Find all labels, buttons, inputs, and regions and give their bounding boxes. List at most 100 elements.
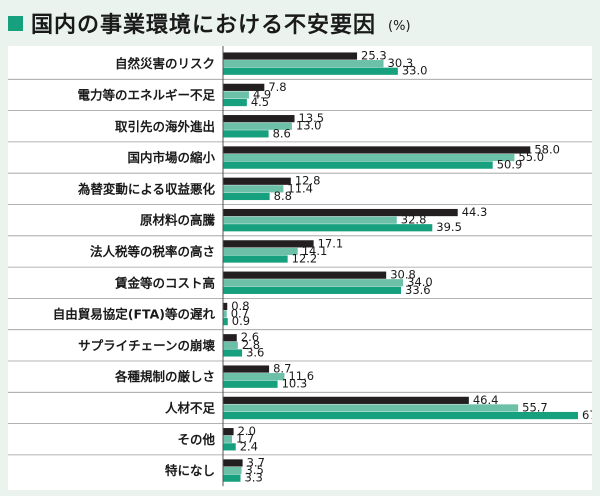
category-label: 国内市場の縮小 bbox=[127, 150, 215, 165]
value-label: 2.0 bbox=[238, 424, 256, 438]
value-label: 3.3 bbox=[244, 471, 262, 485]
bar-series-2 bbox=[223, 247, 298, 256]
value-label: 8.8 bbox=[274, 189, 292, 203]
bar-series-2 bbox=[223, 91, 249, 99]
bar-chart: 自然災害のリスク 25.330.333.0 電力等のエネルギー不足 7.84.94.5… bbox=[8, 46, 592, 487]
value-label: 2.8 bbox=[242, 338, 260, 352]
bar-series-1 bbox=[223, 302, 228, 311]
category-label: 法人税等の税率の高さ bbox=[90, 244, 215, 259]
bar-series-1 bbox=[223, 52, 358, 60]
bar-series-3 bbox=[223, 318, 228, 326]
category-label: 特になし bbox=[165, 463, 215, 478]
value-label: 4.5 bbox=[251, 95, 269, 109]
bar-series-3 bbox=[223, 67, 398, 75]
value-label: 14.1 bbox=[302, 244, 328, 258]
value-label: 0.8 bbox=[231, 299, 249, 313]
bar-series-3 bbox=[223, 255, 288, 263]
bar-series-2 bbox=[223, 404, 519, 412]
value-label: 30.3 bbox=[388, 56, 414, 70]
category-label: 取引先の海外進出 bbox=[115, 119, 215, 134]
bar-series-2 bbox=[223, 341, 238, 349]
bar-series-2 bbox=[223, 60, 384, 68]
bar-series-2 bbox=[223, 466, 242, 475]
value-label: 50.9 bbox=[497, 158, 523, 172]
value-label: 3.6 bbox=[246, 345, 264, 359]
value-label: 2.4 bbox=[240, 439, 258, 453]
bar-series-2 bbox=[223, 435, 233, 443]
bar-series-2 bbox=[223, 373, 285, 381]
bar-series-3 bbox=[223, 380, 278, 388]
value-label: 4.9 bbox=[253, 87, 271, 101]
bar-series-1 bbox=[223, 271, 387, 279]
bar-series-3 bbox=[223, 286, 402, 294]
category-label: その他 bbox=[177, 432, 215, 447]
bar-series-3 bbox=[223, 474, 241, 482]
category-label: 自由貿易協定(FTA)等の遅れ bbox=[53, 307, 216, 322]
category-label: 原材料の高騰 bbox=[140, 213, 216, 228]
value-label: 32.8 bbox=[401, 213, 427, 227]
value-label: 11.4 bbox=[287, 181, 313, 195]
bar-series-3 bbox=[223, 98, 247, 107]
category-label: 賃金等のコスト高 bbox=[114, 275, 215, 290]
bar-series-1 bbox=[223, 115, 295, 123]
value-label: 17.1 bbox=[318, 236, 344, 250]
value-label: 33.0 bbox=[402, 64, 428, 78]
value-label: 13.0 bbox=[296, 119, 322, 133]
bar-series-3 bbox=[223, 192, 270, 201]
category-label: 電力等のエネルギー不足 bbox=[77, 87, 215, 102]
category-label: 各種規制の厳しさ bbox=[114, 369, 215, 384]
bar-series-2 bbox=[223, 310, 227, 318]
bar-series-3 bbox=[223, 411, 578, 420]
value-label: 11.6 bbox=[288, 369, 314, 383]
bar-series-1 bbox=[223, 146, 531, 154]
value-label: 67.0 bbox=[582, 408, 592, 422]
chart-unit: (%) bbox=[388, 18, 411, 34]
value-label: 0.7 bbox=[231, 306, 249, 320]
title-marker-square bbox=[8, 15, 23, 31]
bar-series-1 bbox=[223, 177, 291, 185]
value-label: 2.6 bbox=[241, 330, 259, 344]
value-label: 33.6 bbox=[405, 283, 431, 297]
category-label: サプライチェーンの崩壊 bbox=[78, 338, 215, 353]
value-label: 44.3 bbox=[462, 205, 488, 219]
value-label: 39.5 bbox=[436, 220, 462, 234]
chart-panel: 自然災害のリスク 25.3 30.3 33.0 電力等のエネルギー不足 7.8 4.9 4.5… bbox=[8, 46, 592, 490]
bar-series-1 bbox=[223, 428, 234, 436]
category-label: 人材不足 bbox=[165, 400, 216, 415]
value-label: 55.7 bbox=[522, 400, 548, 414]
bar-series-2 bbox=[223, 153, 515, 162]
bar-series-1 bbox=[223, 365, 270, 373]
value-label: 3.5 bbox=[246, 463, 264, 477]
chart-title: 国内の事業環境における不安要因 bbox=[31, 13, 377, 38]
category-label: 為替変動による収益悪化 bbox=[77, 181, 216, 196]
bar-series-3 bbox=[223, 224, 433, 232]
value-label: 7.8 bbox=[268, 80, 286, 94]
value-label: 55.0 bbox=[518, 150, 544, 164]
bar-series-2 bbox=[223, 185, 284, 193]
bar-series-3 bbox=[223, 443, 236, 451]
bar-series-1 bbox=[223, 240, 314, 248]
bar-series-3 bbox=[223, 130, 269, 138]
value-label: 8.7 bbox=[273, 361, 291, 375]
bar-series-2 bbox=[223, 122, 292, 130]
value-label: 1.7 bbox=[236, 432, 254, 446]
value-label: 3.7 bbox=[247, 455, 265, 469]
value-label: 30.8 bbox=[390, 268, 416, 282]
value-label: 13.5 bbox=[299, 111, 325, 125]
bar-series-1 bbox=[223, 396, 469, 404]
chart-header: 国内の事業環境における不安要因 (%) bbox=[8, 6, 411, 40]
value-label: 25.3 bbox=[361, 48, 387, 62]
bar-series-2 bbox=[223, 216, 397, 224]
bar-series-1 bbox=[223, 83, 265, 91]
value-label: 8.6 bbox=[273, 126, 291, 140]
value-label: 34.0 bbox=[407, 275, 433, 289]
value-label: 12.8 bbox=[295, 174, 321, 188]
value-label: 0.9 bbox=[232, 314, 250, 328]
bar-series-3 bbox=[223, 161, 493, 169]
bar-series-1 bbox=[223, 208, 458, 217]
value-label: 12.2 bbox=[292, 251, 318, 265]
category-label: 自然災害のリスク bbox=[115, 56, 215, 71]
value-label: 46.4 bbox=[473, 393, 499, 407]
bar-series-1 bbox=[223, 334, 237, 342]
value-label: 58.0 bbox=[534, 142, 560, 156]
